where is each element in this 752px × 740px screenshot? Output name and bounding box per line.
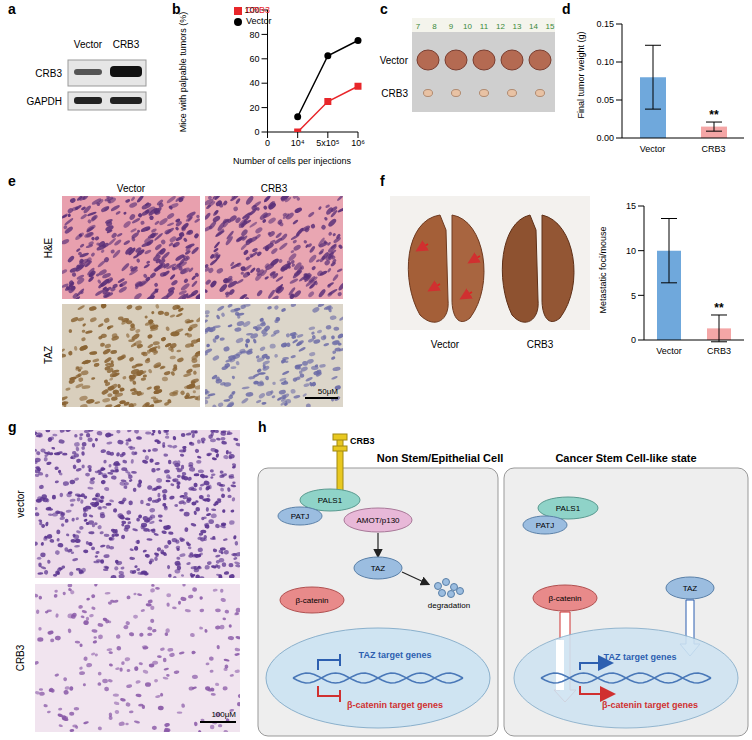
svg-text:20: 20 [250, 103, 260, 113]
svg-text:0.05: 0.05 [596, 95, 614, 105]
svg-text:0: 0 [631, 335, 636, 345]
svg-text:Vector: Vector [74, 39, 103, 50]
svg-text:0: 0 [255, 127, 260, 137]
svg-text:TAZ: TAZ [43, 346, 54, 364]
svg-text:Mice with palpable tumors (%): Mice with palpable tumors (%) [178, 12, 188, 133]
svg-text:CRB3: CRB3 [35, 68, 62, 79]
svg-text:Non Stem/Epithelial Cell: Non Stem/Epithelial Cell [377, 452, 504, 464]
svg-text:vector: vector [15, 490, 26, 518]
svg-text:0.15: 0.15 [596, 19, 614, 29]
svg-text:9: 9 [449, 22, 454, 31]
svg-text:PATJ: PATJ [291, 512, 309, 521]
svg-text:CRB3: CRB3 [15, 644, 26, 671]
svg-text:15: 15 [546, 22, 555, 31]
svg-text:a: a [8, 1, 16, 17]
svg-text:c: c [380, 1, 388, 17]
svg-text:12: 12 [496, 22, 505, 31]
svg-text:0.10: 0.10 [596, 57, 614, 67]
svg-text:f: f [380, 173, 385, 189]
svg-text:β-catenin target genes: β-catenin target genes [347, 700, 443, 710]
svg-text:CRB3: CRB3 [701, 144, 725, 154]
svg-text:80: 80 [250, 30, 260, 40]
svg-text:Cancer Stem Cell-like state: Cancer Stem Cell-like state [555, 452, 696, 464]
svg-text:5x10⁵: 5x10⁵ [316, 138, 340, 148]
svg-text:13: 13 [513, 22, 522, 31]
svg-text:TAZ: TAZ [371, 564, 386, 573]
svg-text:β-catenin: β-catenin [295, 596, 328, 605]
svg-text:5: 5 [631, 291, 636, 301]
svg-text:β-catenin target genes: β-catenin target genes [602, 700, 698, 710]
svg-text:10⁶: 10⁶ [351, 138, 365, 148]
svg-text:**: ** [709, 108, 719, 122]
svg-text:CRB3: CRB3 [707, 346, 731, 356]
svg-text:**: ** [714, 301, 724, 315]
svg-text:11: 11 [480, 22, 489, 31]
svg-text:50μM: 50μM [318, 387, 339, 396]
svg-text:40: 40 [250, 78, 260, 88]
svg-text:Final tumor weight (g): Final tumor weight (g) [576, 31, 586, 118]
svg-text:e: e [8, 173, 16, 189]
svg-text:8: 8 [432, 22, 437, 31]
svg-text:degradation: degradation [428, 601, 470, 610]
svg-text:CRB3: CRB3 [381, 88, 408, 99]
svg-text:Vector: Vector [117, 183, 146, 194]
svg-text:h: h [258, 419, 267, 435]
svg-text:GAPDH: GAPDH [26, 96, 62, 107]
svg-text:CRB3: CRB3 [350, 436, 375, 446]
svg-text:14: 14 [529, 22, 538, 31]
svg-text:100: 100 [244, 5, 259, 15]
svg-text:CRB3: CRB3 [261, 183, 288, 194]
svg-text:10⁴: 10⁴ [291, 138, 305, 148]
svg-text:CRB3: CRB3 [527, 339, 554, 350]
svg-text:d: d [562, 1, 571, 17]
svg-text:10: 10 [626, 246, 636, 256]
svg-text:0: 0 [265, 138, 270, 148]
svg-text:TAZ: TAZ [683, 584, 698, 593]
svg-text:TAZ target genes: TAZ target genes [604, 652, 677, 662]
svg-text:15: 15 [626, 201, 636, 211]
svg-text:PATJ: PATJ [536, 521, 554, 530]
svg-text:H&E: H&E [43, 237, 54, 258]
svg-text:PALS1: PALS1 [556, 504, 581, 513]
svg-text:Vector: Vector [656, 346, 682, 356]
svg-text:10: 10 [463, 22, 472, 31]
svg-text:Vector: Vector [380, 55, 409, 66]
svg-text:Vector: Vector [640, 144, 666, 154]
svg-text:CRB3: CRB3 [113, 39, 140, 50]
svg-text:100μM: 100μM [211, 710, 236, 719]
svg-text:60: 60 [250, 54, 260, 64]
svg-text:7: 7 [416, 22, 421, 31]
svg-text:0.00: 0.00 [596, 133, 614, 143]
svg-text:β-catenin: β-catenin [548, 594, 581, 603]
svg-text:g: g [8, 419, 17, 435]
svg-text:Metastatic foci/mouse: Metastatic foci/mouse [598, 226, 608, 313]
svg-text:AMOT/p130: AMOT/p130 [356, 516, 400, 525]
svg-text:TAZ target genes: TAZ target genes [359, 650, 432, 660]
svg-text:Vector: Vector [431, 339, 460, 350]
svg-text:PALS1: PALS1 [318, 496, 343, 505]
svg-text:Number of cells per injections: Number of cells per injections [233, 156, 352, 166]
